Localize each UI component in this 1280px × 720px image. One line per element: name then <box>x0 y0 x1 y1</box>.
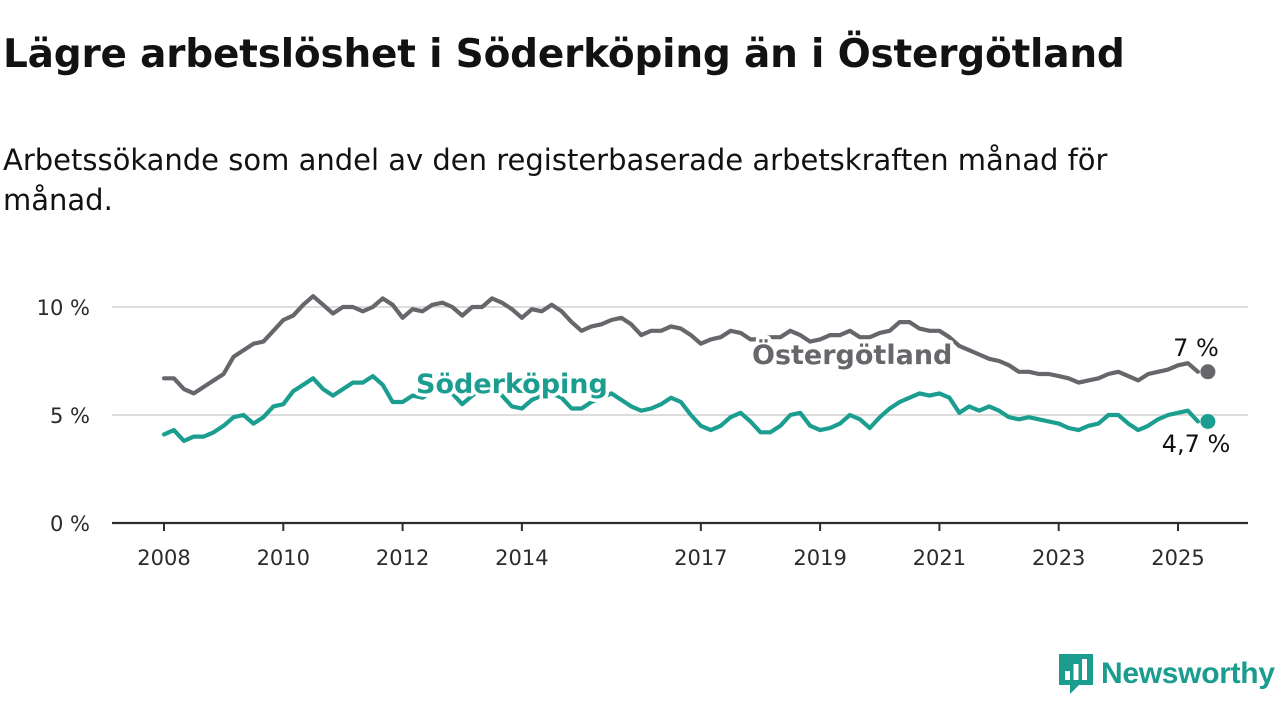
x-tick-label: 2008 <box>137 546 190 570</box>
line-chart: 0 %5 %10 % 2008 2010 2012 2014 2017 2019 2021 2… <box>37 294 1248 570</box>
y-tick-label: 5 % <box>50 404 90 428</box>
page-title: Lägre arbetslöshet i Söderköping än i Ös… <box>3 32 1125 77</box>
end-value-label-soderkoping: 4,7 % <box>1162 430 1231 458</box>
x-tick-label: 2017 <box>674 546 727 570</box>
y-tick-label: 0 % <box>50 512 90 536</box>
x-tick-label: 2010 <box>257 546 310 570</box>
series-line-ostergotland <box>161 294 1200 396</box>
y-tick-label: 10 % <box>37 296 90 320</box>
x-tick-label: 2012 <box>376 546 429 570</box>
x-tick-label: 2019 <box>793 546 846 570</box>
x-tick-label: 2023 <box>1032 546 1085 570</box>
end-value-label-ostergotland: 7 % <box>1173 334 1219 362</box>
x-tick-label: 2025 <box>1151 546 1204 570</box>
series-end-marker-ostergotland <box>1200 364 1216 380</box>
series-label-soderkoping: Söderköping <box>416 369 608 400</box>
x-axis: 2008 2010 2012 2014 2017 2019 2021 2023 2025 <box>112 521 1248 570</box>
series-label-ostergotland: Östergötland <box>752 338 952 371</box>
series-end-marker-soderkoping <box>1200 413 1216 429</box>
newsworthy-brand[interactable]: Newsworthy <box>1059 654 1275 694</box>
newsworthy-brand-name: Newsworthy <box>1101 657 1275 690</box>
y-axis: 0 % 5 % 10 % <box>37 296 90 536</box>
series-line-soderkoping <box>161 374 1200 443</box>
chart-labels: Östergötland Söderköping 7 % 4,7 % <box>413 332 1233 461</box>
x-tick-label: 2014 <box>495 546 548 570</box>
x-tick-label: 2021 <box>913 546 966 570</box>
newsworthy-logo-icon <box>1059 654 1093 694</box>
page-subtitle: Arbetssökande som andel av den registerb… <box>3 143 1108 217</box>
chart-series <box>161 294 1216 443</box>
